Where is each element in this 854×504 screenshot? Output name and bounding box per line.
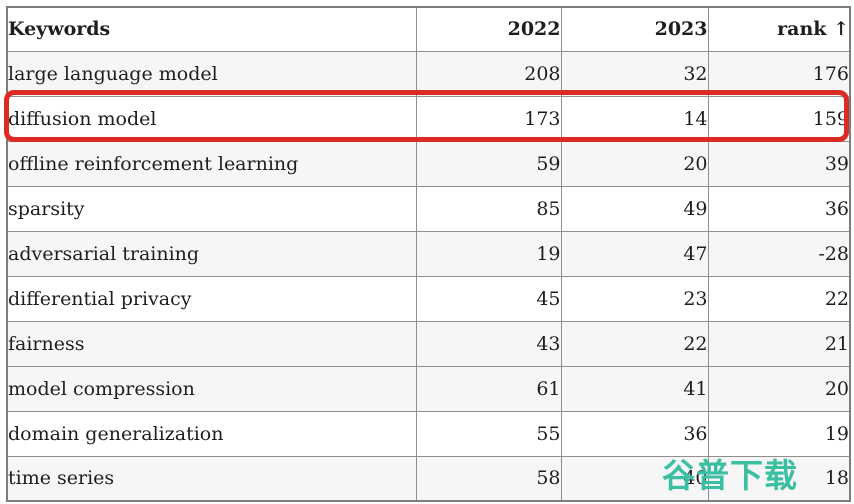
cell-2023: 49 <box>560 185 709 232</box>
cell-2023: 14 <box>560 95 709 142</box>
cell-2022: 208 <box>415 50 562 97</box>
cell-keyword: sparsity <box>6 185 417 232</box>
col-header-rank-sort-arrow: rank ↑ <box>707 6 851 52</box>
cell-2022: 19 <box>415 230 562 277</box>
table-row: model compression 61 41 20 <box>6 365 851 412</box>
table-row-highlighted: diffusion model 173 14 159 <box>6 95 851 142</box>
cell-keyword: differential privacy <box>6 275 417 322</box>
cell-2022: 43 <box>415 320 562 367</box>
table-row: sparsity 85 49 36 <box>6 185 851 232</box>
cell-2023: 36 <box>560 410 709 457</box>
cell-2023: 47 <box>560 230 709 277</box>
cell-keyword: offline reinforcement learning <box>6 140 417 187</box>
cell-2022: 173 <box>415 95 562 142</box>
cell-rank: 21 <box>707 320 851 367</box>
table-row: fairness 43 22 21 <box>6 320 851 367</box>
cell-2022: 58 <box>415 455 562 502</box>
table-row: time series 58 40 18 <box>6 455 851 502</box>
table-row: differential privacy 45 23 22 <box>6 275 851 322</box>
cell-2022: 85 <box>415 185 562 232</box>
cell-keyword: model compression <box>6 365 417 412</box>
cell-keyword: domain generalization <box>6 410 417 457</box>
cell-rank: 22 <box>707 275 851 322</box>
cell-2023: 20 <box>560 140 709 187</box>
table-row: large language model 208 32 176 <box>6 50 851 97</box>
cell-2023: 23 <box>560 275 709 322</box>
col-header-2022: 2022 <box>415 6 562 52</box>
keywords-rank-table: Keywords 2022 2023 rank ↑ large language… <box>6 6 851 502</box>
cell-2023: 22 <box>560 320 709 367</box>
cell-rank: 36 <box>707 185 851 232</box>
table-row: adversarial training 19 47 -28 <box>6 230 851 277</box>
cell-2023: 40 <box>560 455 709 502</box>
cell-rank: -28 <box>707 230 851 277</box>
cell-keyword: fairness <box>6 320 417 367</box>
cell-rank: 20 <box>707 365 851 412</box>
cell-keyword: diffusion model <box>6 95 417 142</box>
cell-rank: 19 <box>707 410 851 457</box>
cell-2022: 45 <box>415 275 562 322</box>
cell-rank: 159 <box>707 95 851 142</box>
table-row: domain generalization 55 36 19 <box>6 410 851 457</box>
cell-2022: 59 <box>415 140 562 187</box>
cell-rank: 39 <box>707 140 851 187</box>
cell-2023: 41 <box>560 365 709 412</box>
cell-rank: 18 <box>707 455 851 502</box>
cell-2023: 32 <box>560 50 709 97</box>
cell-2022: 55 <box>415 410 562 457</box>
cell-2022: 61 <box>415 365 562 412</box>
col-header-keywords: Keywords <box>6 6 417 52</box>
cell-keyword: large language model <box>6 50 417 97</box>
cell-keyword: adversarial training <box>6 230 417 277</box>
cell-rank: 176 <box>707 50 851 97</box>
header-row: Keywords 2022 2023 rank ↑ <box>6 6 851 52</box>
cell-keyword: time series <box>6 455 417 502</box>
col-header-2023: 2023 <box>560 6 709 52</box>
table-row: offline reinforcement learning 59 20 39 <box>6 140 851 187</box>
